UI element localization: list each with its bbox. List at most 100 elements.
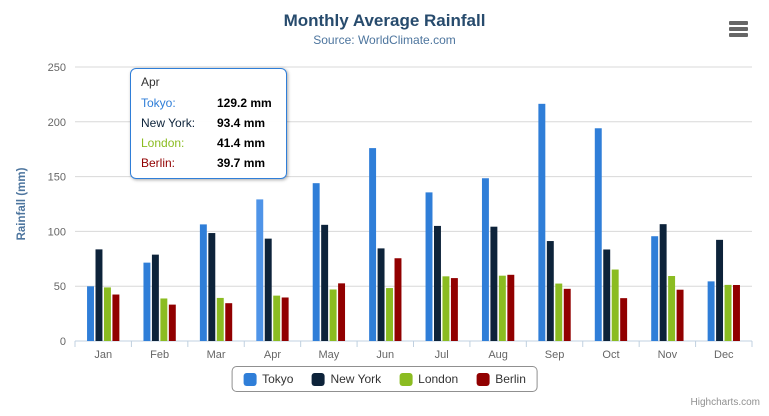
y-axis-label: 50 [54, 281, 66, 293]
column-tokyo-oct[interactable] [594, 128, 602, 341]
tooltip-row: New York: 93.4 mm [141, 113, 276, 133]
column-tokyo-feb[interactable] [143, 262, 151, 341]
column-berlin-jan[interactable] [112, 294, 120, 341]
tooltip-series-label: New York: [141, 116, 196, 130]
column-london-nov[interactable] [668, 276, 676, 341]
tooltip-series-label: Tokyo: [141, 96, 176, 110]
column-london-may[interactable] [329, 289, 337, 341]
column-tokyo-aug[interactable] [481, 178, 489, 341]
x-axis-label: Feb [150, 349, 169, 361]
tooltip-series-value: 129.2 mm [217, 96, 272, 110]
legend-label: New York [330, 372, 382, 386]
column-london-oct[interactable] [611, 269, 619, 341]
column-berlin-jun[interactable] [394, 258, 402, 341]
y-axis-label: 250 [48, 62, 66, 74]
x-axis-label: Mar [207, 349, 226, 361]
hamburger-menu-icon [729, 33, 748, 37]
legend-swatch-icon [476, 372, 490, 386]
column-london-sep[interactable] [555, 283, 563, 341]
chart-title: Monthly Average Rainfall [283, 11, 486, 30]
column-london-mar[interactable] [216, 297, 224, 341]
legend-swatch-icon [243, 372, 257, 386]
legend-item-berlin[interactable]: Berlin [476, 372, 526, 386]
column-tokyo-jun[interactable] [369, 148, 377, 341]
column-berlin-nov[interactable] [676, 289, 684, 341]
column-tokyo-jul[interactable] [425, 192, 433, 341]
column-london-aug[interactable] [498, 275, 506, 341]
legend-item-new-york[interactable]: New York [311, 372, 381, 386]
column-tokyo-sep[interactable] [538, 103, 546, 342]
column-berlin-may[interactable] [338, 283, 346, 341]
column-new-york-dec[interactable] [716, 239, 724, 341]
column-berlin-oct[interactable] [620, 298, 628, 341]
x-axis-label: Apr [264, 349, 281, 361]
column-new-york-jan[interactable] [95, 249, 103, 341]
y-axis-label: 200 [48, 117, 66, 129]
column-new-york-mar[interactable] [208, 233, 216, 341]
column-berlin-aug[interactable] [507, 274, 515, 341]
column-tokyo-dec[interactable] [707, 281, 715, 341]
column-tokyo-apr[interactable] [256, 199, 264, 341]
chart-subtitle: Source: WorldClimate.com [313, 33, 456, 47]
column-tokyo-jan[interactable] [87, 286, 94, 341]
column-tokyo-nov[interactable] [651, 236, 659, 341]
column-berlin-feb[interactable] [168, 304, 176, 341]
tooltip-series-value: 39.7 mm [217, 156, 266, 170]
tooltip: Apr Tokyo: 129.2 mm New York: 93.4 mm London… [130, 68, 287, 179]
legend: Tokyo New York London Berlin [231, 366, 538, 392]
tooltip-series-value: 93.4 mm [217, 116, 266, 130]
column-new-york-jun[interactable] [377, 248, 385, 341]
column-new-york-sep[interactable] [546, 241, 554, 341]
x-axis-label: Sep [545, 349, 565, 361]
y-axis-label: 0 [60, 336, 66, 348]
tooltip-row: Berlin: 39.7 mm [141, 153, 276, 173]
tooltip-row: London: 41.4 mm [141, 133, 276, 153]
hamburger-menu-icon [729, 27, 748, 31]
legend-label: Berlin [495, 372, 526, 386]
column-berlin-jul[interactable] [450, 278, 458, 341]
column-new-york-nov[interactable] [659, 224, 667, 341]
legend-label: Tokyo [262, 372, 294, 386]
credits-link[interactable]: Highcharts.com [690, 397, 760, 408]
x-axis-label: Jan [94, 349, 112, 361]
column-berlin-sep[interactable] [563, 288, 571, 341]
tooltip-category: Apr [141, 75, 160, 89]
column-berlin-mar[interactable] [225, 303, 233, 341]
tooltip-series-value: 41.4 mm [217, 136, 266, 150]
column-berlin-dec[interactable] [733, 284, 740, 341]
column-london-dec[interactable] [724, 284, 732, 341]
column-new-york-feb[interactable] [151, 254, 159, 341]
legend-item-london[interactable]: London [399, 372, 458, 386]
tooltip-series-label: London: [141, 136, 185, 150]
tooltip-row: Tokyo: 129.2 mm [141, 93, 276, 113]
legend-item-tokyo[interactable]: Tokyo [243, 372, 293, 386]
column-london-jun[interactable] [386, 288, 393, 341]
x-axis-label: Aug [488, 349, 508, 361]
column-tokyo-mar[interactable] [199, 224, 207, 341]
y-axis-label: 150 [48, 172, 66, 184]
column-london-jan[interactable] [103, 287, 111, 341]
column-new-york-apr[interactable] [264, 238, 272, 341]
column-new-york-may[interactable] [321, 224, 329, 341]
x-axis-label: Nov [658, 349, 678, 361]
column-london-feb[interactable] [160, 298, 168, 341]
x-axis-label: Oct [602, 349, 619, 361]
legend-swatch-icon [399, 372, 413, 386]
column-new-york-jul[interactable] [434, 225, 441, 341]
column-new-york-aug[interactable] [490, 226, 498, 341]
tooltip-series-label: Berlin: [141, 156, 176, 170]
legend-label: London [418, 372, 459, 386]
column-new-york-oct[interactable] [603, 249, 611, 341]
legend-swatch-icon [311, 372, 325, 386]
x-axis-label: Jun [376, 349, 394, 361]
column-berlin-apr[interactable] [281, 297, 289, 341]
column-london-jul[interactable] [442, 276, 450, 341]
column-london-apr[interactable] [273, 295, 281, 341]
column-tokyo-may[interactable] [312, 183, 320, 341]
x-axis-label: Jul [435, 349, 449, 361]
context-menu-button[interactable] [729, 21, 748, 37]
y-axis-label: 100 [48, 226, 66, 238]
hamburger-menu-icon [729, 21, 748, 25]
